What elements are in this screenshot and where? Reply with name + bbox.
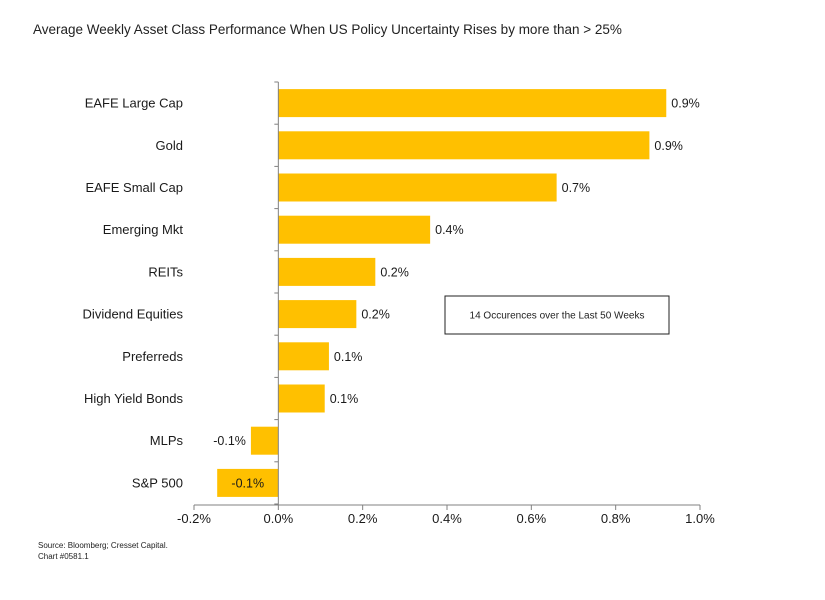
value-label: 0.2% [361,308,390,322]
note-text: 14 Occurences over the Last 50 Weeks [470,311,645,322]
value-label: -0.1% [213,434,246,448]
bar [278,89,667,118]
category-label: S&P 500 [132,475,183,490]
bar [278,257,376,286]
source-note: Source: Bloomberg; Cresset Capital. Char… [38,540,168,562]
bar [278,173,557,202]
category-label: REITs [148,264,183,279]
x-tick-label: 1.0% [685,511,715,526]
x-tick-label: 0.2% [348,511,378,526]
bar [278,342,329,371]
value-label: 0.1% [330,392,359,406]
value-label: 0.2% [380,265,409,279]
bar [278,300,357,329]
x-tick-label: 0.0% [264,511,294,526]
chart-id: Chart #0581.1 [38,552,89,561]
value-label: 0.9% [654,139,683,153]
x-tick-label: -0.2% [177,511,211,526]
chart-title: Average Weekly Asset Class Performance W… [33,22,622,37]
value-label: 0.7% [562,181,591,195]
bar [250,426,279,455]
source-line: Source: Bloomberg; Cresset Capital. [38,541,168,550]
category-label: EAFE Large Cap [85,96,183,111]
axes-group: -0.2% 0.0% 0.2% 0.4% 0.6% 0.8% 1.0% [177,81,715,526]
x-tick-label: 0.4% [432,511,462,526]
category-label: MLPs [150,433,184,448]
category-label: Emerging Mkt [103,222,184,237]
category-label: Gold [156,138,183,153]
category-label: High Yield Bonds [84,391,184,406]
category-label: Preferreds [122,349,183,364]
category-label: Dividend Equities [83,307,184,322]
bars-group: EAFE Large Cap 0.9% Gold 0.9% EAFE Small Cap… [83,89,700,497]
value-label: 0.4% [435,223,464,237]
bar [278,384,325,413]
bar [278,215,431,244]
value-label: 0.1% [334,350,363,364]
bar [278,131,650,160]
x-tick-label: 0.8% [601,511,631,526]
bar [217,468,279,497]
note-box: 14 Occurences over the Last 50 Weeks [444,295,670,335]
x-tick-label: 0.6% [517,511,547,526]
value-label: -0.1% [231,476,264,490]
category-label: EAFE Small Cap [85,180,183,195]
value-label: 0.9% [671,97,700,111]
